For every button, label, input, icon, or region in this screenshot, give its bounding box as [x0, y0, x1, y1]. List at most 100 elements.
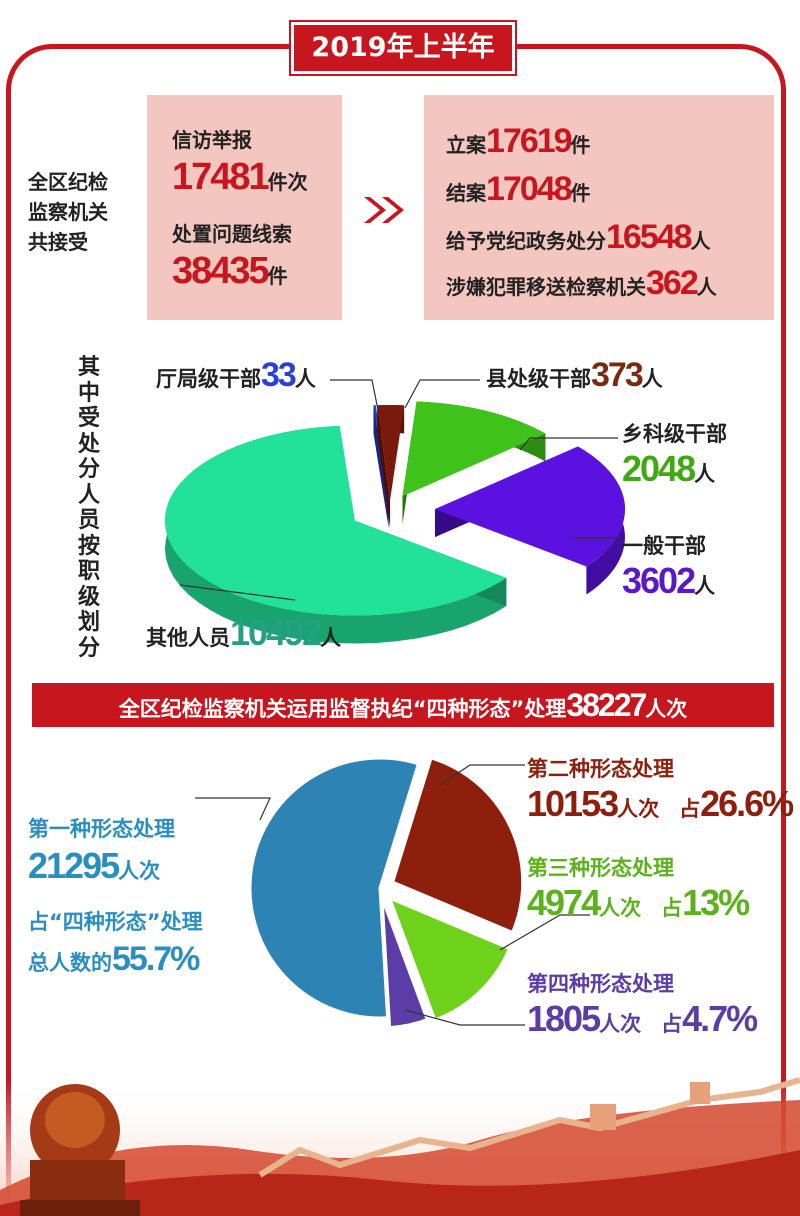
pie2-slice-first: [248, 756, 421, 1020]
third-share-prefix: 占: [661, 896, 683, 920]
receive-label-line2: 监察机关: [28, 200, 108, 224]
fourth-row: 1805人次 占4.7%: [527, 998, 758, 1040]
punished-label: 给予党纪政务处分: [446, 229, 606, 253]
pie1-slice-wall: [373, 405, 389, 529]
pie1-slice-yiban: [434, 446, 625, 595]
filed-row: 立案17619件: [446, 122, 591, 161]
petition-unit: 件次: [267, 170, 308, 194]
rank-pie-chart: [164, 379, 625, 644]
fourth-share: 4.7%: [682, 998, 758, 1039]
xian-value: 373: [591, 356, 644, 394]
third-value: 4974: [527, 882, 601, 923]
first-share: 55.7%: [112, 940, 200, 978]
transfer-row: 涉嫌犯罪移送检察机关362人: [446, 264, 717, 303]
clues-row: 38435件: [172, 250, 288, 293]
yiban-value: 3602: [622, 560, 696, 601]
transfer-unit: 人: [696, 275, 717, 299]
third-name: 第三种形态处理: [527, 856, 674, 880]
third-share: 13%: [682, 882, 750, 923]
closed-row: 结案17048件: [446, 170, 591, 209]
first-share-line2: 总人数的55.7%: [28, 940, 200, 979]
other-name: 其他人员: [146, 626, 230, 650]
first-name: 第一种形态处理: [28, 817, 175, 841]
second-value: 10153: [527, 783, 619, 824]
pie1-leader-line: [330, 379, 379, 411]
second-share-prefix: 占: [679, 797, 701, 821]
pie2-leader-line: [499, 914, 590, 951]
fourth-unit: 人次: [599, 1012, 642, 1036]
great-wall-illustration: [0, 1077, 800, 1216]
pie2-leader-line: [404, 1009, 525, 1026]
pie1-slice-side: [164, 425, 507, 644]
second-unit: 人次: [617, 797, 660, 821]
pie1-slice-top: [434, 446, 625, 567]
pie1-leader-line: [404, 379, 480, 409]
punished-unit: 人: [690, 229, 711, 253]
pie1-slice-other: [164, 425, 507, 644]
label-ting: 厅局级干部33人: [156, 356, 316, 395]
banner2-unit: 人次: [645, 697, 688, 721]
four-forms-pie-chart: [195, 756, 590, 1030]
clues-label: 处置问题线索: [172, 222, 292, 246]
pie2-slice-second: [390, 756, 525, 935]
xiang-value: 2048: [622, 448, 696, 489]
year-banner: 2019年上半年: [291, 22, 515, 74]
xiang-unit: 人: [694, 462, 716, 486]
chart1-vertical-title: 其中受处分人员按职级划分: [78, 355, 101, 661]
ting-unit: 人: [294, 367, 316, 391]
banner2-value: 38227: [566, 687, 647, 723]
xiang-name: 乡科级干部: [622, 422, 727, 446]
results-box: [424, 95, 774, 320]
first-value: 21295: [28, 845, 120, 886]
pie1-slice-top: [164, 425, 507, 616]
xian-unit: 人: [641, 367, 663, 391]
second-name: 第二种形态处理: [527, 757, 674, 781]
pie1-slice-wall: [377, 405, 391, 529]
pie1-slice-top: [402, 401, 546, 497]
pie1-leader-line: [179, 584, 296, 601]
third-row: 4974人次 占13%: [527, 882, 750, 924]
fourth-share-prefix: 占: [661, 1012, 683, 1036]
closed-label: 结案: [446, 181, 486, 205]
petition-label: 信访举报: [172, 128, 252, 152]
first-unit: 人次: [118, 859, 161, 883]
pie2-leader-line: [195, 797, 271, 821]
received-box: [147, 95, 342, 320]
clues-value: 38435: [172, 250, 270, 292]
yiban-name: 一般干部: [622, 534, 706, 558]
banner2-prefix: 全区纪检监察机关运用监督执纪“四种形态”处理: [118, 697, 567, 721]
first-share-line1: 占“四种形态”处理: [28, 910, 203, 934]
filed-label: 立案: [446, 133, 486, 157]
punished-row: 给予党纪政务处分16548人: [446, 218, 711, 257]
pie1-slice-top: [377, 405, 405, 501]
label-yiban-value: 3602人: [622, 560, 715, 602]
fourth-name: 第四种形态处理: [527, 972, 674, 996]
four-forms-banner: 全区纪检监察机关运用监督执纪“四种形态”处理38227人次: [32, 683, 774, 727]
second-row: 10153人次 占26.6%: [527, 783, 794, 825]
first-share-prefix: 总人数的: [28, 951, 112, 975]
pie2-leader-line: [439, 764, 525, 786]
transfer-value: 362: [646, 264, 699, 302]
filed-unit: 件: [570, 133, 591, 157]
label-xiang-value: 2048人: [622, 448, 715, 490]
second-share: 26.6%: [700, 783, 794, 824]
pie1-leader-line: [519, 437, 618, 451]
first-row: 21295人次: [28, 845, 160, 887]
filed-value: 17619: [486, 122, 573, 160]
pie2-slice-third: [387, 895, 512, 1022]
double-arrow-icon: [364, 197, 404, 223]
yiban-unit: 人: [694, 574, 716, 598]
other-unit: 人: [320, 626, 342, 650]
petition-value: 17481: [172, 156, 270, 198]
transfer-label: 涉嫌犯罪移送检察机关: [446, 275, 646, 299]
pie2-slice-fourth: [380, 897, 430, 1030]
petition-row: 17481件次: [172, 156, 308, 199]
clues-unit: 件: [267, 264, 288, 288]
punished-value: 16548: [606, 218, 693, 256]
label-other: 其他人员10492人: [146, 612, 341, 654]
receive-label-line3: 共接受: [28, 230, 88, 254]
fourth-value: 1805: [527, 998, 601, 1039]
other-value: 10492: [230, 612, 322, 653]
closed-value: 17048: [486, 170, 573, 208]
label-xian: 县处级干部373人: [486, 356, 663, 395]
